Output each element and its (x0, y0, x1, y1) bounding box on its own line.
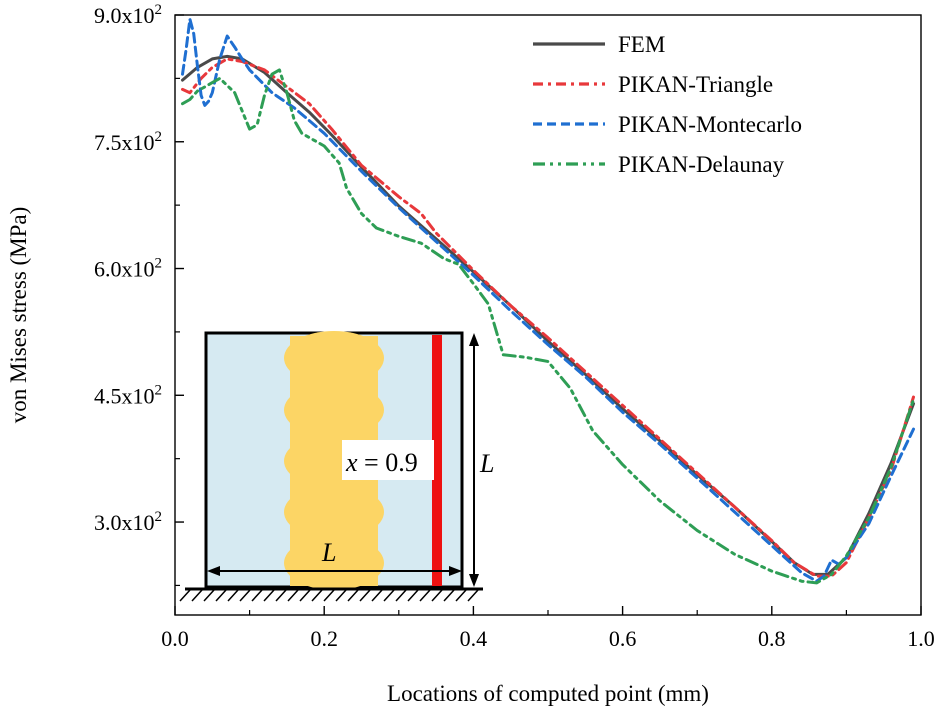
inset-cut-line (432, 335, 442, 586)
inset-hatch-mark (395, 589, 407, 602)
inset-height-dimension: L (469, 333, 494, 587)
inset-hatch-mark (239, 589, 251, 602)
inset-hatch-mark (371, 589, 383, 602)
legend-label: FEM (618, 32, 665, 57)
y-tick-label: 6.0x102 (94, 256, 162, 282)
inset-hatch-mark (383, 589, 395, 602)
y-tick-label: 7.5x102 (94, 129, 162, 155)
inset-height-label: L (479, 449, 494, 478)
inset-hatch-mark (347, 589, 359, 602)
inset-hatch-mark (323, 589, 335, 602)
legend: FEM PIKAN-Triangle PIKAN-Montecarlo PIKAN-D… (533, 32, 802, 177)
x-tick-label: 0.4 (460, 626, 488, 651)
inset-hatch-mark (407, 589, 419, 602)
inset-ground-hatch (179, 589, 479, 602)
inset-hatch-mark (419, 589, 431, 602)
x-tick-label: 0.6 (609, 626, 637, 651)
inset-hatch-mark (227, 589, 239, 602)
inset-hatch-mark (191, 589, 203, 602)
legend-label: PIKAN-Montecarlo (618, 112, 802, 137)
inset-hatch-mark (275, 589, 287, 602)
x-tick-label: 1.0 (907, 626, 935, 651)
inset-hatch-mark (467, 589, 479, 602)
inset-hatch-mark (203, 589, 215, 602)
series-line-pikan-montecarlo (181, 17, 915, 583)
inset-hatch-mark (215, 589, 227, 602)
inset-hatch-mark (443, 589, 455, 602)
inset-x-label: x = 0.9 (345, 448, 418, 477)
inset-hatch-mark (359, 589, 371, 602)
inset-hatch-mark (299, 589, 311, 602)
series-line-pikan-triangle (181, 57, 915, 578)
series-lines (181, 17, 915, 585)
inset-hatch-mark (287, 589, 299, 602)
y-axis-label: von Mises stress (MPa) (6, 207, 31, 424)
inset-hatch-mark (335, 589, 347, 602)
inset-label-bg (342, 440, 434, 480)
inset-width-dimension: L (207, 538, 462, 576)
inset-hatch-mark (179, 589, 191, 602)
inset-hatch-mark (263, 589, 275, 602)
x-axis-label: Locations of computed point (mm) (387, 681, 709, 706)
inset-hatch-mark (311, 589, 323, 602)
inset-hatch-mark (455, 589, 467, 602)
inset-schematic: x = 0.9 L L (179, 331, 494, 602)
y-tick-label: 4.5x102 (94, 382, 162, 408)
legend-label: PIKAN-Delaunay (618, 152, 785, 177)
series-line-pikan-delaunay (181, 68, 915, 585)
y-tick-label: 9.0x102 (94, 2, 162, 28)
y-tick-label: 3.0x102 (94, 509, 162, 535)
x-axis-ticks: 0.0 0.2 0.4 0.6 0.8 1.0 (161, 606, 935, 651)
legend-label: PIKAN-Triangle (618, 72, 773, 97)
y-axis-ticks: 3.0x102 4.5x102 6.0x102 7.5x102 9.0x102 (94, 2, 184, 587)
x-tick-label: 0.0 (161, 626, 189, 651)
x-tick-label: 0.8 (758, 626, 786, 651)
inset-hatch-mark (251, 589, 263, 602)
inset-hatch-mark (431, 589, 443, 602)
x-tick-label: 0.2 (310, 626, 338, 651)
inset-width-label: L (321, 538, 336, 567)
